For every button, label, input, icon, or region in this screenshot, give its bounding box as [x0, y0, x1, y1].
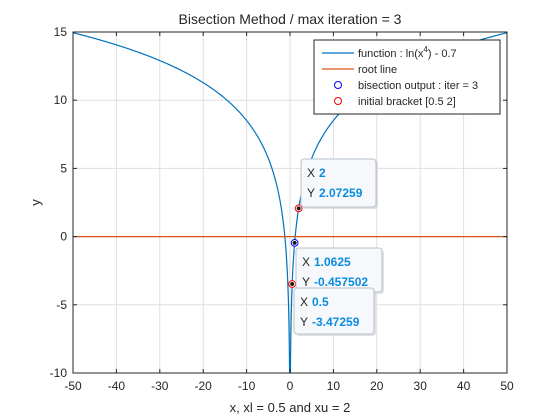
datatip-x-value: 1.0625	[314, 255, 351, 269]
x-tick-label: 30	[414, 379, 428, 393]
datatip-box	[300, 158, 377, 208]
y-tick-label: 0	[60, 230, 67, 244]
x-tick-label: 0	[287, 379, 294, 393]
y-tick-label: 10	[54, 93, 68, 107]
legend-label-root-line: root line	[358, 64, 397, 76]
y-axis-label: y	[28, 199, 43, 206]
datatip-x-key: X	[300, 295, 308, 309]
x-tick-label: -10	[238, 379, 256, 393]
datatip-box	[293, 287, 375, 335]
datatip[interactable]: X 2Y 2.07259	[300, 158, 378, 209]
y-tick-label: 5	[60, 161, 67, 175]
x-tick-label: 20	[370, 379, 384, 393]
y-tick-label: -5	[56, 298, 67, 312]
y-tick-label: -10	[50, 366, 68, 380]
legend-label-bisection: bisection output : iter = 3	[358, 80, 478, 92]
datatip-y-key: Y	[300, 315, 308, 329]
legend-label-function: function : ln(x4) - 0.7	[358, 45, 457, 60]
datatip-dot	[290, 281, 295, 286]
x-tick-label: -20	[195, 379, 213, 393]
x-tick-label: -30	[151, 379, 169, 393]
datatip[interactable]: X 1.0625 Y -0.457502	[295, 247, 384, 294]
datatip-y-value: -3.47259	[312, 315, 360, 329]
chart-title: Bisection Method / max iteration = 3	[179, 11, 402, 27]
datatip-x-key: X	[302, 255, 310, 269]
datatip-x-value: 2	[319, 166, 326, 180]
datatip-x-value: 0.5	[312, 295, 329, 309]
datatip[interactable]: X 0.5 Y -3.47259	[293, 287, 376, 336]
datatip-y-key: Y	[307, 186, 315, 200]
legend-swatch-bisection	[334, 81, 342, 89]
x-axis-label: x, xl = 0.5 and xu = 2	[230, 400, 351, 415]
legend-label-bracket: initial bracket [0.5 2]	[358, 96, 456, 108]
datatip-dot	[296, 206, 301, 211]
function-curve-left	[73, 32, 291, 373]
datatip-y-key: Y	[302, 275, 310, 289]
datatip-dot	[292, 240, 297, 245]
x-tick-label: 40	[457, 379, 471, 393]
x-tick-label: 10	[327, 379, 341, 393]
x-tick-label: -50	[64, 379, 82, 393]
x-tick-label: 50	[500, 379, 514, 393]
legend-box	[313, 39, 501, 115]
y-tick-label: 15	[54, 25, 68, 39]
legend: function : ln(x4) - 0.7 root line bisectio…	[313, 39, 501, 115]
datatip-x-key: X	[307, 166, 315, 180]
datatip-y-value: 2.07259	[319, 186, 363, 200]
legend-swatch-bracket	[334, 97, 342, 105]
x-tick-label: -40	[108, 379, 126, 393]
datatip-y-value: -0.457502	[314, 275, 368, 289]
